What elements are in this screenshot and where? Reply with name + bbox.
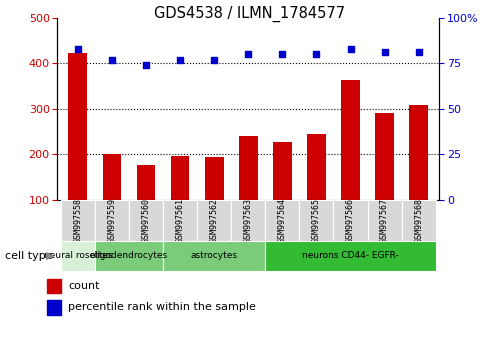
Text: oligodendrocytes: oligodendrocytes [90, 251, 168, 260]
Text: GSM997566: GSM997566 [346, 198, 355, 243]
Point [244, 51, 252, 57]
FancyBboxPatch shape [368, 200, 402, 241]
Text: GDS4538 / ILMN_1784577: GDS4538 / ILMN_1784577 [154, 5, 345, 22]
Text: GSM997564: GSM997564 [278, 198, 287, 243]
Point [346, 46, 354, 52]
FancyBboxPatch shape [299, 200, 333, 241]
Bar [409, 105, 428, 200]
Bar [341, 80, 360, 200]
Text: GSM997567: GSM997567 [380, 198, 389, 243]
Point [278, 51, 286, 57]
Point [415, 50, 423, 55]
FancyBboxPatch shape [163, 200, 197, 241]
Bar [375, 113, 394, 200]
Text: GSM997559: GSM997559 [107, 198, 116, 243]
Bar [171, 156, 190, 200]
FancyBboxPatch shape [95, 200, 129, 241]
FancyBboxPatch shape [231, 200, 265, 241]
FancyBboxPatch shape [197, 200, 231, 241]
Text: GSM997568: GSM997568 [414, 198, 423, 243]
FancyBboxPatch shape [333, 200, 368, 241]
FancyBboxPatch shape [163, 241, 265, 271]
Text: neurons CD44- EGFR-: neurons CD44- EGFR- [302, 251, 399, 260]
Bar [47, 279, 61, 293]
Text: ▶: ▶ [46, 251, 55, 261]
Bar [47, 300, 61, 315]
Text: percentile rank within the sample: percentile rank within the sample [68, 302, 256, 313]
Point [108, 57, 116, 62]
Text: GSM997561: GSM997561 [176, 198, 185, 243]
Text: astrocytes: astrocytes [191, 251, 238, 260]
Bar [205, 157, 224, 200]
FancyBboxPatch shape [402, 200, 436, 241]
FancyBboxPatch shape [129, 200, 163, 241]
FancyBboxPatch shape [265, 241, 436, 271]
Bar [239, 136, 257, 200]
Point [74, 46, 82, 52]
Text: neural rosettes: neural rosettes [43, 251, 112, 260]
Text: GSM997562: GSM997562 [210, 198, 219, 243]
Text: GSM997565: GSM997565 [312, 198, 321, 243]
Bar [273, 142, 292, 200]
Text: GSM997558: GSM997558 [73, 198, 82, 243]
FancyBboxPatch shape [61, 241, 95, 271]
Text: GSM997563: GSM997563 [244, 198, 253, 243]
Bar [68, 53, 87, 200]
Point [381, 50, 389, 55]
FancyBboxPatch shape [61, 200, 95, 241]
Text: cell type: cell type [5, 251, 52, 261]
FancyBboxPatch shape [265, 200, 299, 241]
Point [312, 51, 320, 57]
Point [176, 57, 184, 62]
Point [142, 62, 150, 68]
Text: count: count [68, 281, 100, 291]
FancyBboxPatch shape [95, 241, 163, 271]
Bar [103, 154, 121, 200]
Text: GSM997560: GSM997560 [142, 198, 151, 243]
Point [210, 57, 218, 62]
Bar [137, 165, 155, 200]
Bar [307, 135, 326, 200]
